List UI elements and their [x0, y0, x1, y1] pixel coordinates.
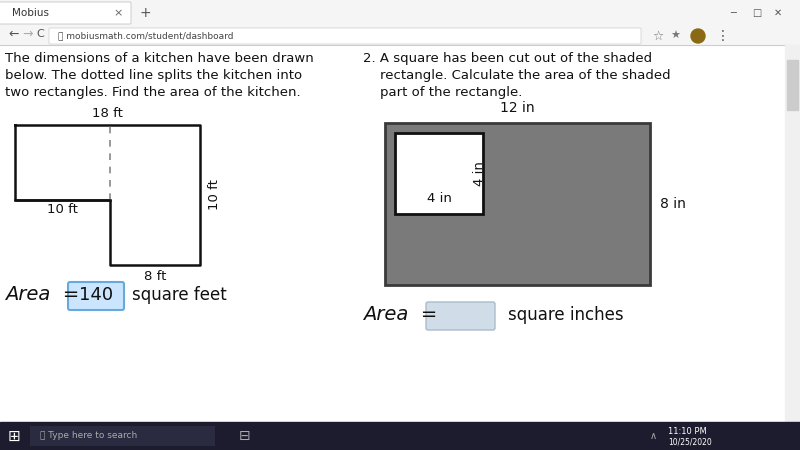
Text: ─: ─ — [730, 8, 736, 18]
Text: 12 in: 12 in — [500, 101, 535, 115]
Text: Area  =: Area = — [363, 306, 438, 324]
Text: +: + — [139, 6, 151, 20]
Text: ⊟: ⊟ — [239, 429, 251, 443]
Text: 10/25/2020: 10/25/2020 — [668, 437, 712, 446]
Text: ✕: ✕ — [774, 8, 782, 18]
Text: two rectangles. Find the area of the kitchen.: two rectangles. Find the area of the kit… — [5, 86, 301, 99]
Bar — [385, 123, 650, 285]
Text: 10 ft: 10 ft — [47, 203, 78, 216]
Circle shape — [691, 29, 705, 43]
Text: →: → — [22, 27, 33, 40]
Text: square feet: square feet — [132, 286, 226, 304]
Text: below. The dotted line splits the kitchen into: below. The dotted line splits the kitche… — [5, 69, 302, 82]
Bar — [395, 133, 483, 214]
Text: Area  =: Area = — [5, 285, 79, 305]
Text: 140: 140 — [79, 286, 113, 304]
Text: 🔒 mobiusmath.com/student/dashboard: 🔒 mobiusmath.com/student/dashboard — [58, 32, 234, 40]
FancyBboxPatch shape — [0, 2, 131, 24]
Text: rectangle. Calculate the area of the shaded: rectangle. Calculate the area of the sha… — [363, 69, 670, 82]
Text: ★: ★ — [670, 31, 680, 41]
Bar — [785, 45, 800, 422]
Text: ←: ← — [8, 27, 18, 40]
FancyBboxPatch shape — [68, 282, 124, 310]
Text: square inches: square inches — [508, 306, 624, 324]
Text: ⊞: ⊞ — [8, 428, 20, 444]
Bar — [787, 60, 798, 110]
Text: The dimensions of a kitchen have been drawn: The dimensions of a kitchen have been dr… — [5, 52, 314, 65]
Text: ∧: ∧ — [650, 431, 657, 441]
Text: 2. A square has been cut out of the shaded: 2. A square has been cut out of the shad… — [363, 52, 652, 65]
FancyBboxPatch shape — [426, 302, 495, 330]
Text: 4 in: 4 in — [473, 161, 486, 186]
Text: part of the rectangle.: part of the rectangle. — [363, 86, 522, 99]
Text: □: □ — [752, 8, 762, 18]
Text: ☆: ☆ — [652, 30, 663, 42]
FancyBboxPatch shape — [49, 28, 641, 44]
Text: 10 ft: 10 ft — [208, 180, 221, 211]
Text: 8 ft: 8 ft — [144, 270, 166, 283]
Text: C: C — [36, 29, 44, 39]
Text: Mobius: Mobius — [12, 8, 49, 18]
Text: ⋮: ⋮ — [716, 29, 730, 43]
Text: 4 in: 4 in — [426, 192, 452, 205]
Bar — [0, 45, 800, 422]
Text: 11:10 PM: 11:10 PM — [668, 427, 706, 436]
Bar — [0, 422, 800, 450]
Bar — [30, 426, 215, 446]
Bar — [0, 0, 800, 25]
Text: 18 ft: 18 ft — [92, 107, 123, 120]
Text: 🔍 Type here to search: 🔍 Type here to search — [40, 432, 138, 441]
Text: ×: × — [114, 8, 122, 18]
Bar — [0, 23, 800, 45]
Text: 8 in: 8 in — [660, 197, 686, 211]
